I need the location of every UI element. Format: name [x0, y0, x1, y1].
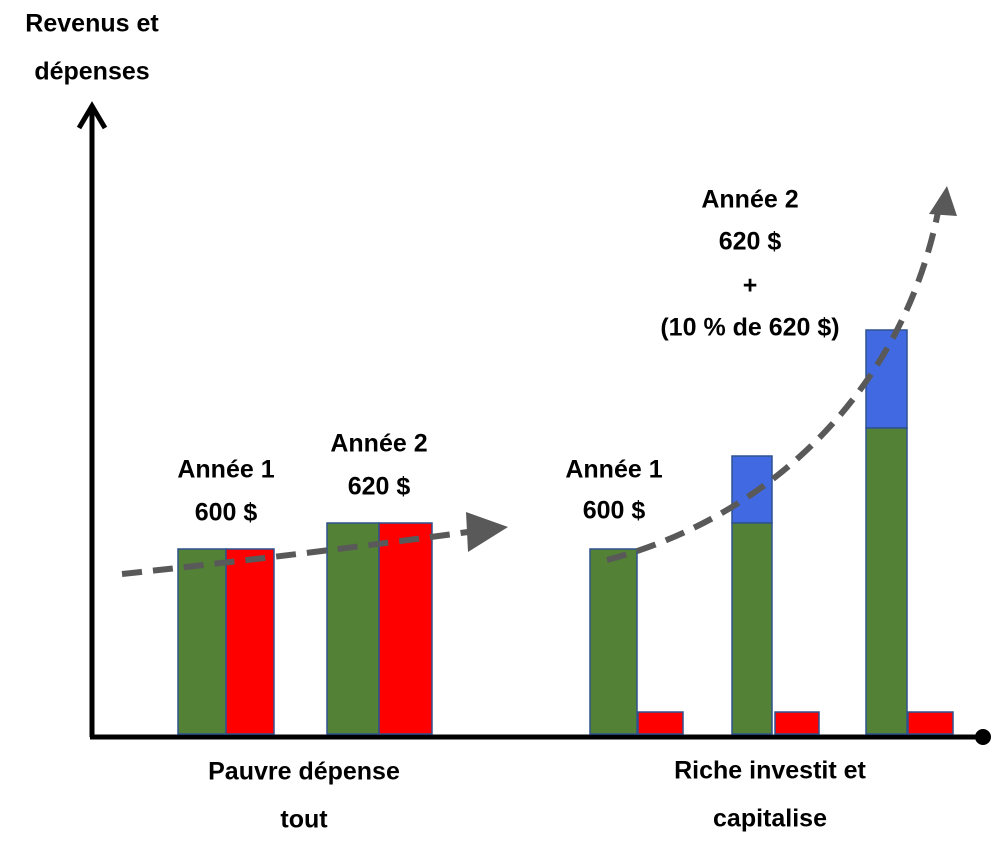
income-bar [177, 548, 227, 735]
group-label: Riche investit et [674, 757, 866, 785]
expense-bar [637, 711, 684, 735]
annotation: 600 $ [195, 499, 258, 527]
income-bar [589, 548, 638, 735]
axis-label: dépenses [34, 58, 149, 86]
x-axis-end [975, 729, 991, 745]
income-bar [326, 522, 380, 735]
income-bar [731, 522, 773, 735]
annotation: Année 1 [177, 456, 274, 484]
linear-trend [121, 529, 469, 577]
annotation: Année 2 [701, 186, 798, 214]
y-axis-arrow [76, 101, 108, 130]
income-bar [865, 427, 908, 735]
interest-bar [865, 329, 908, 429]
annotation: 600 $ [583, 497, 646, 525]
expense-bar [378, 522, 433, 735]
annotation: 620 $ [348, 473, 411, 501]
expense-bar [225, 548, 275, 735]
group-label: Pauvre dépense [208, 758, 400, 786]
expense-bar [907, 711, 954, 735]
annotation: Année 2 [330, 430, 427, 458]
exponential-trend [606, 211, 941, 563]
axis-label: Revenus et [25, 10, 159, 38]
group-label: tout [280, 806, 328, 834]
interest-bar [731, 455, 773, 524]
annotation: Année 1 [565, 456, 662, 484]
arrow-head [466, 512, 508, 552]
group-label: capitalise [713, 805, 827, 833]
annotation: (10 % de 620 $) [660, 314, 839, 342]
arrow-head [929, 186, 957, 216]
annotation: + [743, 272, 758, 300]
annotation: 620 $ [719, 228, 782, 256]
expense-bar [774, 711, 820, 735]
